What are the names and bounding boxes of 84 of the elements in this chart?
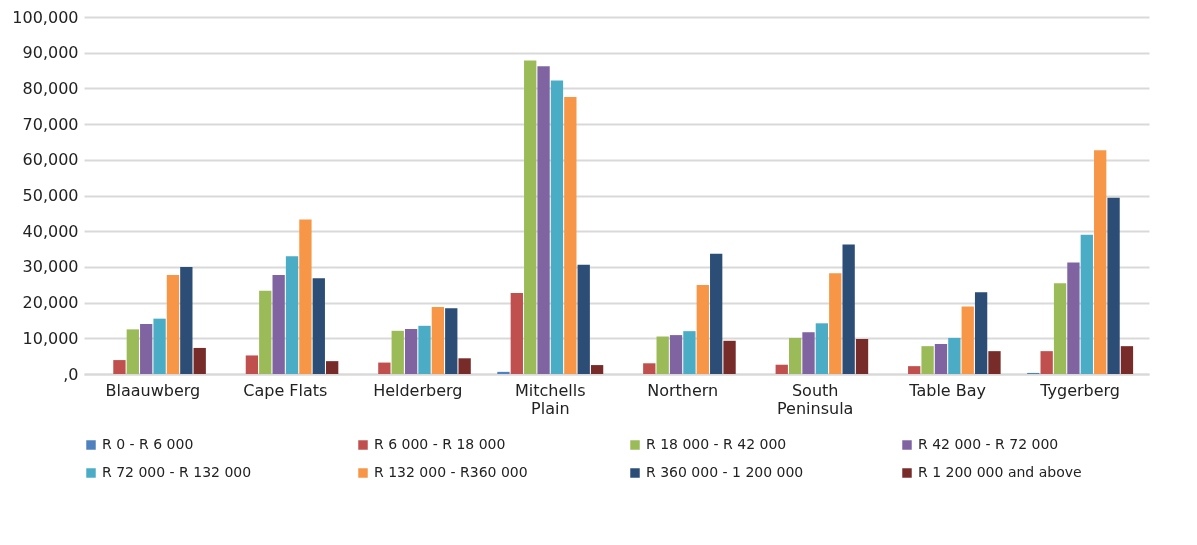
bar — [1080, 234, 1093, 374]
legend-label: R 1 200 000 and above — [918, 464, 1082, 480]
bar — [710, 253, 723, 374]
bar — [285, 256, 299, 374]
bar — [829, 273, 842, 374]
bar — [391, 330, 404, 374]
bar — [510, 292, 523, 374]
x-tick-label: South Peninsula — [777, 380, 854, 418]
x-tick-label: Northern — [647, 380, 719, 400]
y-tick-label: ,0 — [63, 364, 79, 384]
bar — [193, 347, 206, 374]
bar — [431, 306, 445, 374]
bar — [1094, 150, 1107, 374]
bar — [259, 290, 272, 374]
bar — [564, 96, 577, 374]
bar — [272, 275, 285, 374]
bar — [974, 292, 988, 374]
bar — [577, 264, 590, 374]
bar — [788, 337, 802, 374]
bar — [445, 308, 458, 374]
y-tick-label: 70,000 — [22, 114, 79, 134]
bar — [908, 366, 921, 374]
bar — [802, 332, 815, 374]
bar — [180, 266, 193, 374]
bar — [921, 346, 934, 374]
bar — [696, 285, 709, 374]
bar — [418, 325, 431, 374]
bar — [537, 66, 550, 374]
bar — [404, 329, 418, 374]
bar — [815, 323, 829, 374]
bar — [1067, 262, 1080, 374]
bar — [948, 337, 961, 374]
bar — [683, 331, 696, 374]
legend-label: R 0 - R 6 000 — [102, 436, 194, 452]
bar — [988, 351, 1001, 374]
bar — [842, 244, 855, 374]
legend-label: R 42 000 - R 72 000 — [918, 436, 1059, 452]
bar — [590, 365, 604, 374]
y-tick-label: 100,000 — [12, 7, 79, 27]
bar — [1107, 197, 1120, 374]
bar — [1040, 351, 1053, 374]
y-tick-label: 80,000 — [22, 78, 79, 98]
bar — [775, 364, 788, 374]
bar — [855, 339, 869, 374]
bar — [497, 371, 510, 374]
bar — [113, 360, 126, 374]
y-tick-label: 20,000 — [22, 293, 79, 313]
bar — [550, 80, 564, 374]
bar — [669, 335, 683, 374]
bar — [245, 355, 259, 374]
x-tick-label: Cape Flats — [243, 380, 328, 400]
x-tick-label: Table Bay — [908, 380, 987, 400]
x-tick-label: Tygerberg — [1039, 380, 1121, 400]
x-tick-label: Mitchells Plain — [515, 380, 586, 418]
bar — [126, 329, 139, 374]
y-tick-label: 10,000 — [22, 328, 79, 348]
bar — [312, 278, 325, 374]
bar — [723, 340, 736, 374]
bar — [378, 362, 391, 374]
x-tick-label: Blaauwberg — [105, 380, 201, 400]
bar — [643, 363, 656, 374]
bar — [326, 361, 339, 374]
y-tick-label: 60,000 — [22, 150, 79, 170]
legend-label: R 132 000 - R360 000 — [374, 464, 528, 480]
y-tick-label: 90,000 — [22, 43, 79, 63]
bar — [458, 358, 471, 374]
bar — [1120, 346, 1134, 374]
legend-label: R 6 000 - R 18 000 — [374, 436, 506, 452]
bar — [656, 336, 669, 374]
bar — [1053, 283, 1067, 374]
legend-label: R 360 000 - 1 200 000 — [646, 464, 804, 480]
bar — [166, 275, 180, 374]
y-tick-label: 40,000 — [22, 221, 79, 241]
legend-label: R 72 000 - R 132 000 — [102, 464, 252, 480]
y-tick-label: 30,000 — [22, 257, 79, 277]
bar — [140, 324, 153, 374]
bar — [299, 219, 312, 374]
y-tick-label: 50,000 — [22, 186, 79, 205]
bar — [934, 344, 948, 374]
legend-label: R 18 000 - R 42 000 — [646, 436, 787, 452]
x-tick-label: Helderberg — [373, 380, 463, 400]
bar — [961, 306, 974, 374]
bar — [524, 60, 537, 374]
bar — [153, 318, 166, 374]
